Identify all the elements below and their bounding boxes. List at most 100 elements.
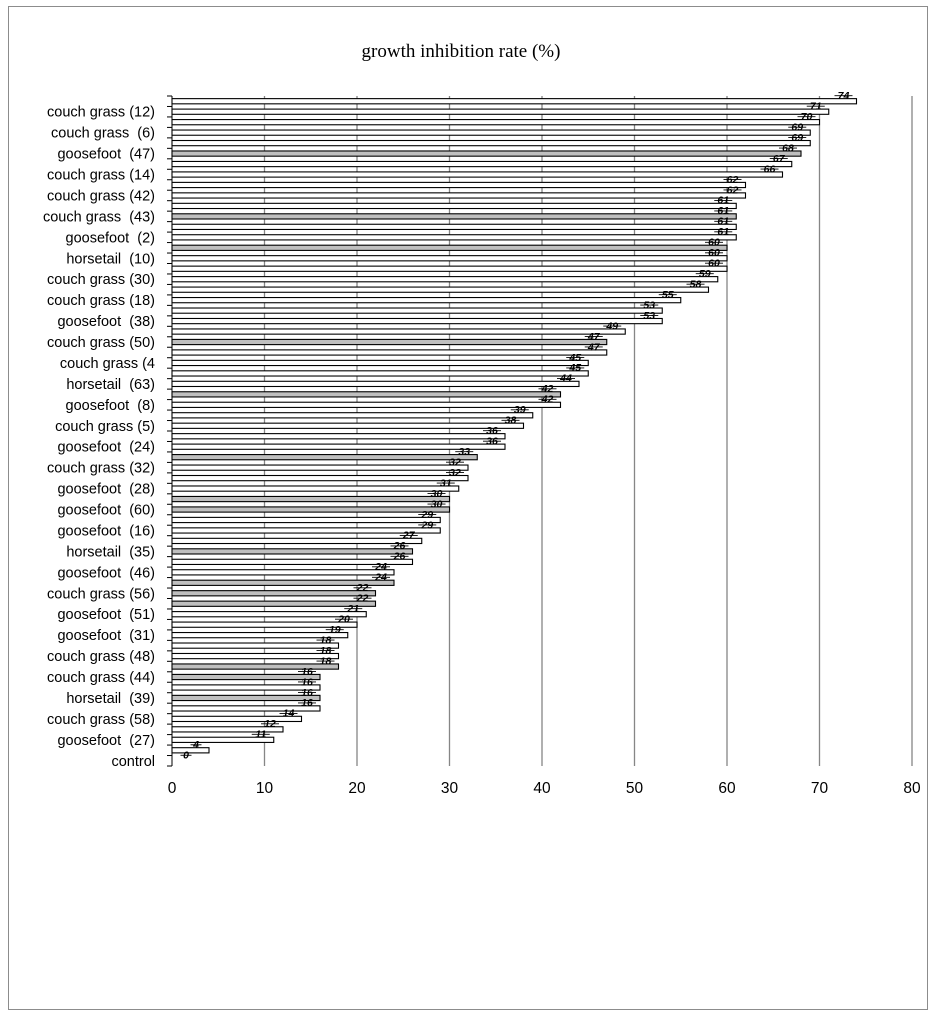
bars [171, 98, 858, 754]
bar-19 [171, 296, 682, 304]
category-label-0: couch grass (12) [47, 105, 155, 121]
category-label-29: couch grass (58) [47, 712, 155, 728]
bar-7 [171, 171, 784, 178]
bar-15 [171, 255, 728, 262]
bar-52 [171, 642, 340, 649]
bar-11 [171, 213, 737, 220]
bar-20 [171, 307, 663, 314]
category-label-24: goosefoot (51) [57, 607, 155, 623]
bar-49 [171, 611, 367, 618]
bar-30 [171, 412, 534, 419]
bar-1 [171, 108, 830, 115]
bar-43 [171, 548, 414, 555]
category-label-22: goosefoot (46) [57, 565, 155, 581]
bar-13 [171, 234, 737, 241]
category-label-28: horsetail (39) [66, 691, 155, 707]
bar-42 [171, 537, 423, 545]
bar-10 [171, 202, 737, 210]
category-label-11: couch grass (50) [47, 335, 155, 351]
bar-62 [171, 747, 210, 754]
category-label-17: couch grass (32) [47, 461, 155, 477]
bar-39 [171, 506, 451, 513]
bar-33 [171, 443, 506, 450]
bar-56 [171, 684, 321, 691]
bar-2 [171, 119, 821, 126]
bar-47 [171, 590, 377, 597]
bar-45 [171, 569, 395, 576]
category-label-20: goosefoot (16) [57, 523, 155, 539]
bar-23 [171, 338, 608, 346]
bar-4 [171, 139, 811, 147]
bar-0 [171, 98, 858, 105]
bar-58 [171, 705, 321, 712]
bar-8 [171, 181, 747, 189]
bar-28 [171, 391, 562, 398]
category-label-15: couch grass (5) [55, 419, 155, 435]
category-label-30: goosefoot (27) [57, 733, 155, 749]
x-tick-labels: 0 10 20 30 40 50 60 70 80 [168, 780, 921, 797]
bar-25 [171, 359, 589, 367]
category-label-27: couch grass (44) [47, 670, 155, 686]
x-tick-label-60: 60 [718, 780, 736, 797]
x-tick-label-70: 70 [811, 780, 829, 797]
category-label-4: couch grass (42) [47, 188, 155, 204]
category-label-25: goosefoot (31) [57, 628, 155, 644]
category-label-13: horsetail (63) [66, 377, 155, 393]
bar-36 [171, 474, 469, 482]
chart-frame: growth inhibition rate (%) couch grass (… [8, 6, 928, 1010]
bar-26 [171, 370, 589, 377]
bar-27 [171, 380, 580, 388]
bar-32 [171, 433, 506, 440]
bar-53 [171, 652, 340, 660]
category-label-1: couch grass (6) [51, 126, 155, 142]
category-label-3: couch grass (14) [47, 168, 155, 184]
x-tick-label-10: 10 [256, 780, 274, 797]
data-labels: 7471706969686766626261616161606060595855… [180, 90, 853, 762]
category-label-6: goosefoot (2) [66, 230, 155, 246]
bar-12 [171, 223, 737, 231]
bar-24 [171, 349, 608, 356]
bar-9 [171, 192, 747, 199]
bar-22 [171, 328, 626, 335]
bar-35 [171, 464, 469, 471]
x-tick-label-80: 80 [903, 780, 921, 797]
category-label-21: horsetail (35) [66, 544, 155, 560]
category-label-14: goosefoot (8) [66, 398, 155, 414]
bar-54 [171, 663, 340, 670]
category-label-18: goosefoot (28) [57, 482, 155, 498]
category-label-26: couch grass (48) [47, 649, 155, 665]
bar-55 [171, 673, 321, 681]
bar-31 [171, 422, 525, 429]
bar-chart: growth inhibition rate (%) couch grass (… [43, 41, 921, 797]
bar-37 [171, 485, 460, 492]
bar-21 [171, 317, 663, 325]
bar-14 [171, 244, 728, 251]
chart-title: growth inhibition rate (%) [362, 41, 561, 62]
bar-6 [171, 160, 793, 168]
x-tick-label-0: 0 [168, 780, 177, 797]
category-label-12: couch grass (4 [60, 356, 155, 372]
bar-48 [171, 600, 377, 607]
bar-17 [171, 276, 719, 283]
bar-3 [171, 129, 811, 136]
axes [167, 95, 173, 767]
bar-34 [171, 454, 478, 461]
category-label-7: horsetail (10) [66, 251, 155, 267]
category-label-2: goosefoot (47) [57, 147, 155, 163]
bar-57 [171, 694, 321, 702]
category-label-23: couch grass (56) [47, 586, 155, 602]
bar-40 [171, 516, 441, 524]
category-label-19: goosefoot (60) [57, 503, 155, 519]
bar-41 [171, 527, 441, 534]
category-label-8: couch grass (30) [47, 272, 155, 288]
x-tick-label-40: 40 [533, 780, 551, 797]
x-tick-label-30: 30 [441, 780, 459, 797]
category-label-9: couch grass (18) [47, 293, 155, 309]
category-label-10: goosefoot (38) [57, 314, 155, 330]
bar-29 [171, 401, 562, 408]
category-label-31: control [111, 754, 155, 770]
x-tick-label-50: 50 [626, 780, 644, 797]
category-labels: couch grass (12) couch grass (6) goosefoot… [43, 105, 155, 770]
bar-38 [171, 495, 451, 503]
bar-16 [171, 265, 728, 272]
